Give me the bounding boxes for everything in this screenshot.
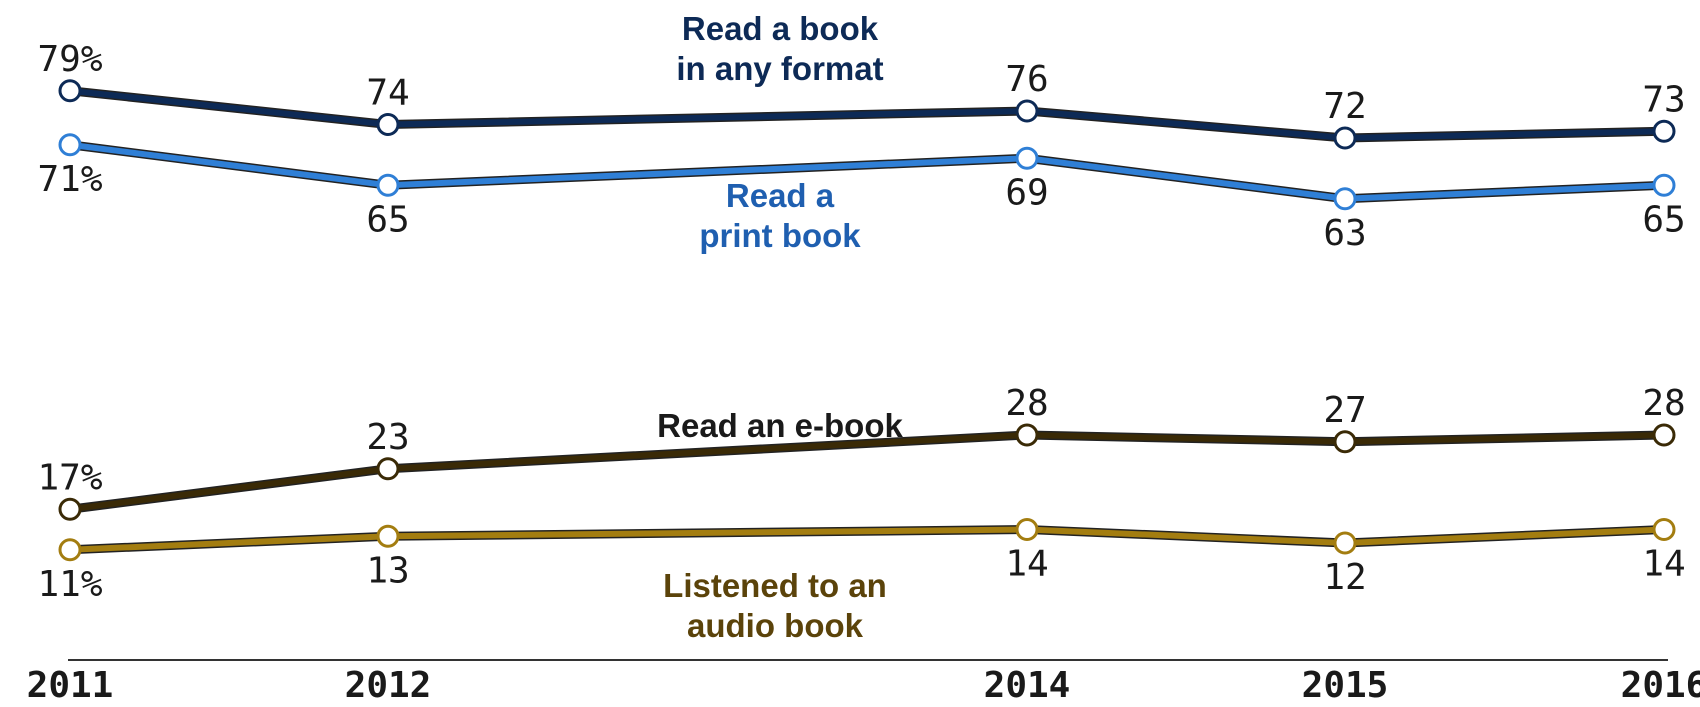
data-point-s1-2012	[376, 173, 400, 197]
data-label-s1-2015: 63	[1323, 213, 1366, 254]
x-tick-label-2011: 2011	[27, 665, 114, 706]
data-label-s2-2016: 28	[1642, 383, 1685, 424]
series-name-label-0-line-0: Read a book	[682, 10, 879, 47]
data-point-s1-2015	[1333, 187, 1357, 211]
value-labels: 79% 74 76 72 73 71% 65 69 63 65 17% 23 28 27 28 11% 13 14…	[37, 39, 1685, 605]
data-label-s0-2016: 73	[1642, 79, 1685, 120]
data-label-s1-2016: 65	[1642, 199, 1685, 240]
series-name-label-0-line-1: in any format	[676, 50, 883, 87]
data-point-s2-2015	[1333, 430, 1357, 454]
series-name-label-1-line-0: Read a	[726, 177, 835, 214]
data-label-s1-2012: 65	[366, 199, 409, 240]
data-point-s2-2014	[1015, 423, 1039, 447]
series-name-label-2-line-0: Read an e-book	[657, 407, 903, 444]
data-point-s1-2011	[58, 133, 82, 157]
series-line-outline-1	[69, 140, 1665, 204]
x-tick-label-2015: 2015	[1302, 665, 1389, 706]
series-line-0	[69, 87, 1665, 141]
series-name-label-3-line-0: Listened to an	[663, 567, 887, 604]
data-label-s2-2014: 28	[1005, 383, 1048, 424]
series-name-label-3-line-1: audio book	[687, 607, 864, 644]
series-points	[58, 79, 1676, 562]
data-point-s3-2012	[376, 524, 400, 548]
data-point-s3-2016	[1652, 518, 1676, 541]
series-lines	[69, 86, 1665, 555]
data-label-s0-2014: 76	[1005, 59, 1048, 100]
data-point-s2-2011	[58, 497, 82, 521]
data-point-s1-2016	[1652, 173, 1676, 197]
data-label-s2-2015: 27	[1323, 390, 1366, 431]
data-label-s3-2012: 13	[366, 550, 409, 591]
data-label-s1-2014: 69	[1005, 172, 1048, 213]
data-label-s3-2015: 12	[1323, 557, 1366, 598]
x-tick-label-2012: 2012	[345, 665, 432, 706]
data-point-s3-2015	[1333, 531, 1357, 555]
data-label-s3-2014: 14	[1005, 544, 1048, 585]
data-point-s1-2014	[1015, 146, 1039, 170]
data-label-s3-2011: 11%	[37, 564, 102, 605]
data-label-s3-2016: 14	[1642, 544, 1685, 585]
series-line-3	[69, 526, 1665, 553]
data-label-s0-2012: 74	[366, 73, 409, 114]
data-point-s3-2011	[58, 538, 82, 562]
series-name-label-1-line-1: print book	[699, 217, 861, 254]
x-tick-label-2014: 2014	[984, 665, 1071, 706]
data-point-s0-2011	[58, 79, 82, 103]
data-point-s0-2014	[1015, 99, 1039, 123]
data-point-s3-2014	[1015, 518, 1039, 541]
data-label-s0-2015: 72	[1323, 86, 1366, 127]
data-point-s0-2015	[1333, 126, 1357, 150]
data-point-s2-2012	[376, 457, 400, 481]
x-axis-ticks: 2011 2012 2014 2015 2016	[27, 665, 1700, 706]
data-label-s2-2012: 23	[366, 417, 409, 458]
data-point-s0-2016	[1652, 119, 1676, 143]
data-label-s1-2011: 71%	[37, 159, 102, 200]
data-label-s0-2011: 79%	[37, 39, 102, 80]
series-line-2	[69, 432, 1665, 513]
data-label-s2-2011: 17%	[37, 457, 102, 498]
x-tick-label-2016: 2016	[1621, 665, 1700, 706]
data-point-s2-2016	[1652, 423, 1676, 447]
data-point-s0-2012	[376, 113, 400, 136]
